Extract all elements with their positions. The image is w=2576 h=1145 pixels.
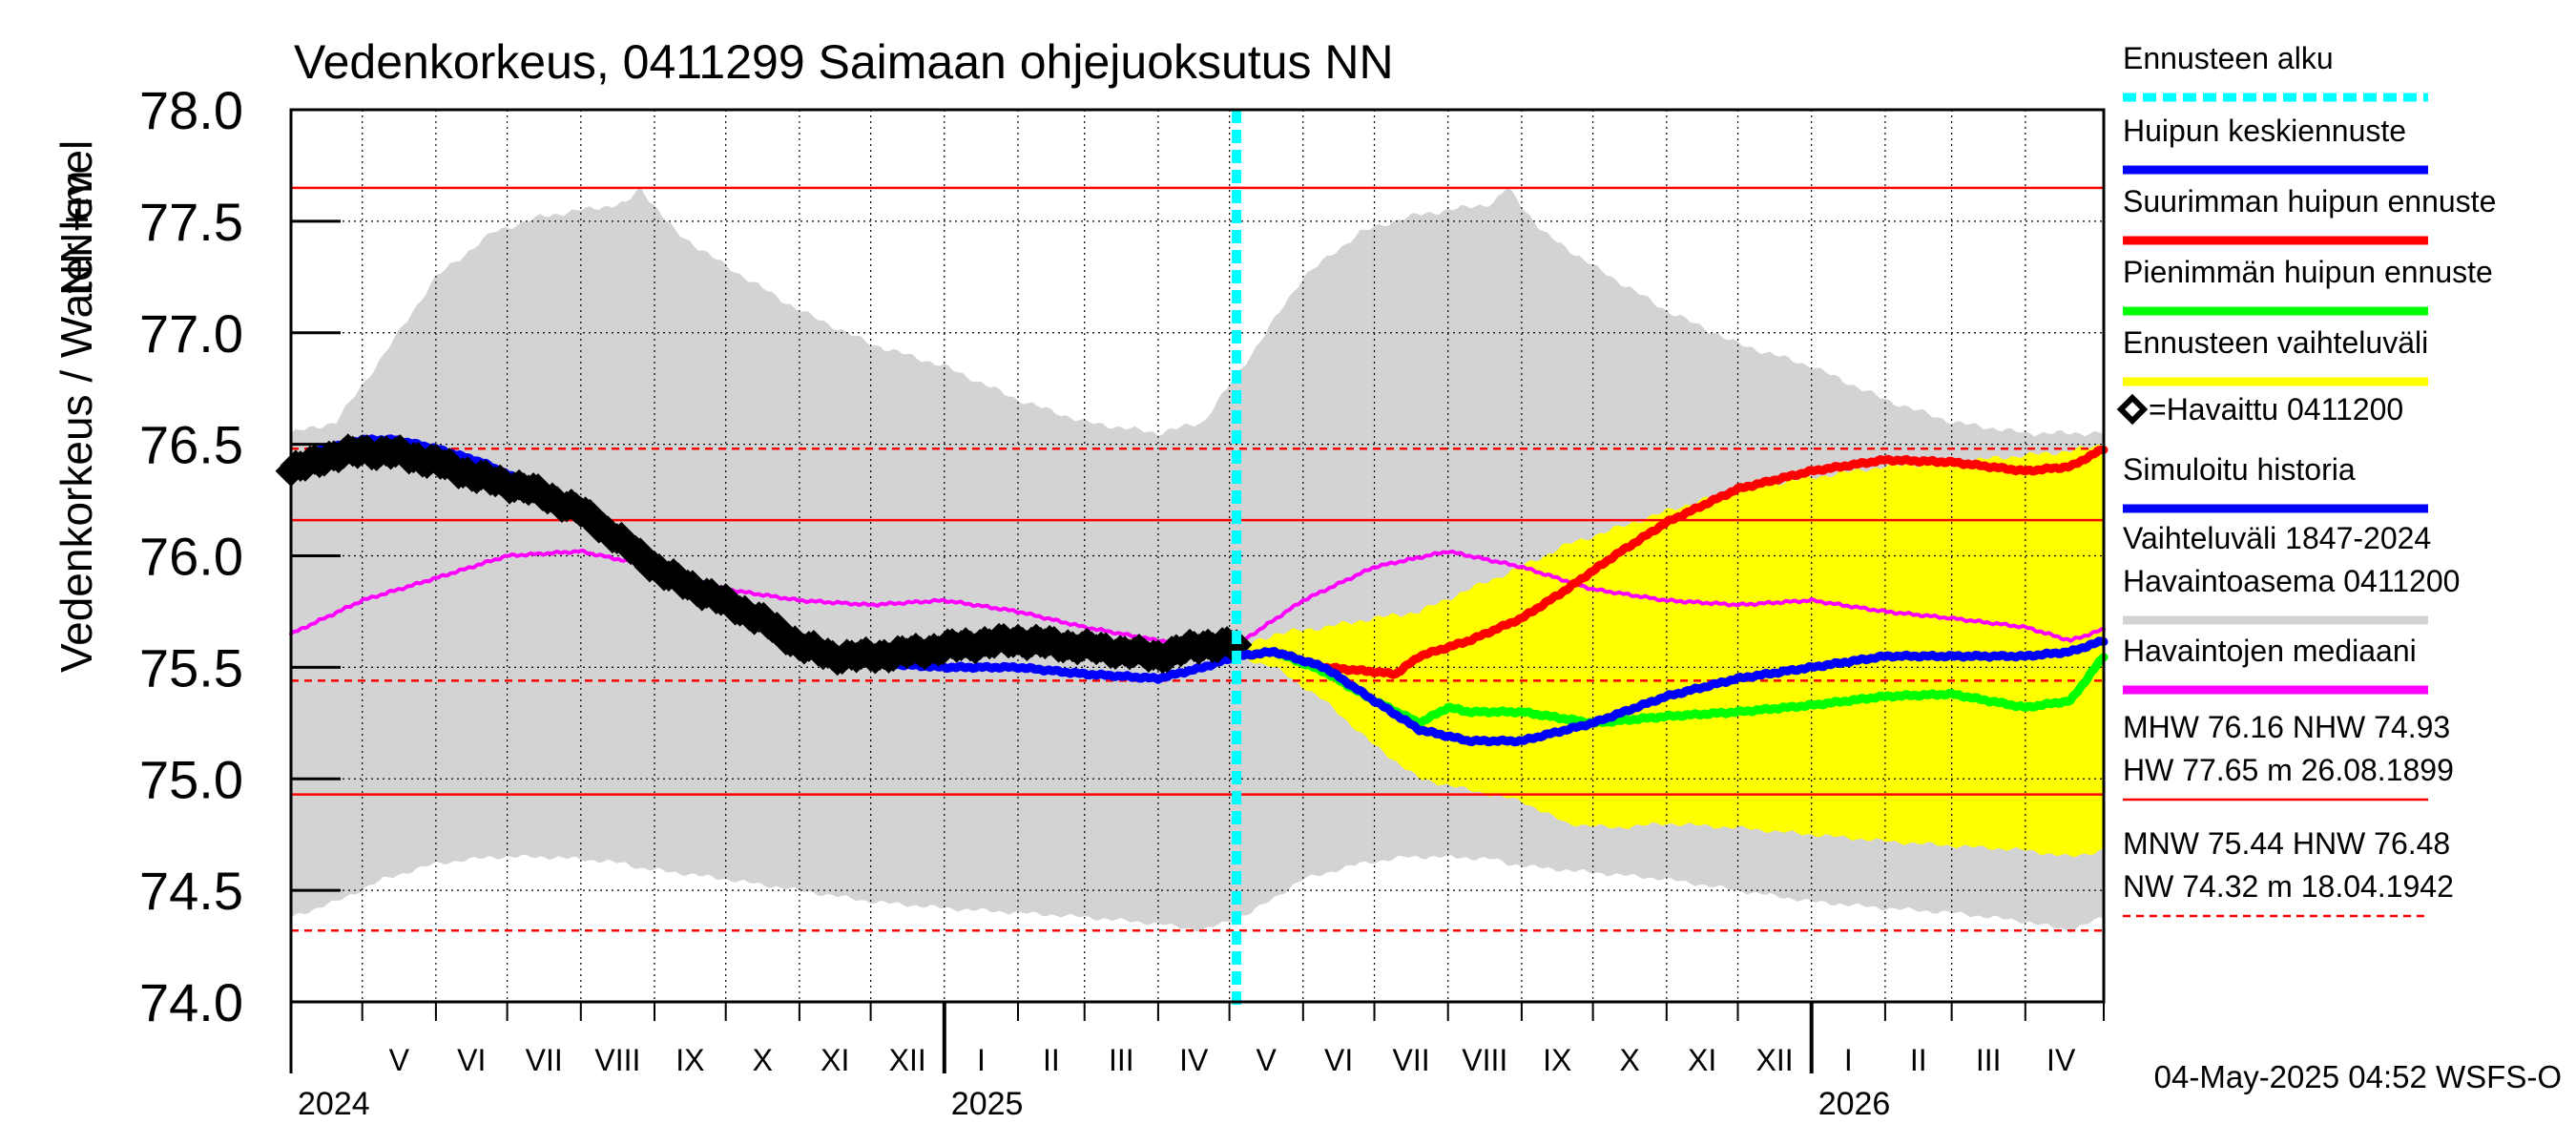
y-axis-unit: NN+m — [52, 170, 101, 296]
y-tick-label: 78.0 — [139, 80, 243, 140]
x-tick-label-month: IX — [675, 1043, 704, 1077]
x-tick-label-month: X — [753, 1043, 773, 1077]
x-tick-label-month: XI — [1688, 1043, 1716, 1077]
y-tick-label: 74.0 — [139, 972, 243, 1032]
x-tick-label-month: XII — [889, 1043, 926, 1077]
legend-label: Suurimman huipun ennuste — [2123, 184, 2496, 219]
plot-area: 74.074.575.075.576.076.577.077.578.0V VI V… — [139, 80, 2109, 1122]
legend: Ennusteen alku Huipun keskiennuste Suurimm… — [2116, 41, 2496, 918]
x-tick-label-month: VI — [457, 1043, 486, 1077]
stats-text: MNW 75.44 HNW 76.48 — [2123, 826, 2450, 861]
x-tick-label-month: III — [1109, 1043, 1134, 1077]
x-tick-label-month: I — [977, 1043, 986, 1077]
x-tick-label-month: V — [1257, 1043, 1278, 1077]
y-axis-label: Vedenkorkeus / Water level — [52, 140, 101, 673]
x-tick-label-month: VII — [526, 1043, 563, 1077]
max-peak-forecast-line — [1232, 446, 2109, 679]
legend-marker-observed — [2116, 393, 2149, 426]
x-tick-label-month: II — [1043, 1043, 1060, 1077]
x-tick-label-month: IX — [1543, 1043, 1571, 1077]
stats-text: MHW 76.16 NHW 74.93 — [2123, 710, 2450, 744]
mean-peak-forecast-line — [1232, 636, 2109, 747]
x-tick-label-month: VIII — [1462, 1043, 1507, 1077]
y-tick-label: 76.0 — [139, 527, 243, 587]
legend-label: =Havaittu 0411200 — [2149, 392, 2403, 427]
y-tick-label: 75.0 — [139, 749, 243, 809]
chart-title: Vedenkorkeus, 0411299 Saimaan ohjejuoksu… — [294, 35, 1394, 89]
x-tick-label-year: 2025 — [951, 1086, 1024, 1122]
y-tick-label: 77.0 — [139, 303, 243, 364]
legend-label: Ennusteen vaihteluväli — [2123, 325, 2428, 360]
legend-label: Havaintoasema 0411200 — [2123, 564, 2460, 598]
x-tick-label-month: XII — [1756, 1043, 1794, 1077]
y-tick-label: 77.5 — [139, 192, 243, 252]
x-tick-label-month: I — [1844, 1043, 1853, 1077]
x-tick-label-month: VII — [1393, 1043, 1430, 1077]
legend-label: Huipun keskiennuste — [2123, 114, 2406, 148]
stats-text: HW 77.65 m 26.08.1899 — [2123, 753, 2454, 787]
x-tick-label-month: IV — [2046, 1043, 2076, 1077]
x-tick-label-month: III — [1976, 1043, 2002, 1077]
legend-label: Havaintojen mediaani — [2123, 634, 2417, 668]
legend-label: Pienimmän huipun ennuste — [2123, 255, 2493, 289]
forecast-range-band — [1236, 444, 2104, 858]
x-tick-label-month: XI — [821, 1043, 849, 1077]
x-tick-label-year: 2026 — [1818, 1086, 1891, 1122]
x-tick-label-month: V — [389, 1043, 410, 1077]
x-tick-label-year: 2024 — [298, 1086, 370, 1122]
legend-label: Simuloitu historia — [2123, 452, 2356, 487]
y-tick-label: 74.5 — [139, 861, 243, 921]
x-tick-label-month: VIII — [594, 1043, 640, 1077]
legend-label: Vaihteluväli 1847-2024 — [2123, 521, 2431, 555]
timestamp-footer: 04-May-2025 04:52 WSFS-O — [2154, 1059, 2562, 1094]
y-tick-label: 75.5 — [139, 637, 243, 697]
x-tick-label-month: II — [1910, 1043, 1927, 1077]
legend-label: Ennusteen alku — [2123, 41, 2334, 75]
x-tick-label-month: IV — [1179, 1043, 1209, 1077]
x-tick-label-month: X — [1620, 1043, 1640, 1077]
stats-text: NW 74.32 m 18.04.1942 — [2123, 869, 2454, 904]
x-tick-label-month: VI — [1324, 1043, 1353, 1077]
y-tick-label: 76.5 — [139, 415, 243, 475]
